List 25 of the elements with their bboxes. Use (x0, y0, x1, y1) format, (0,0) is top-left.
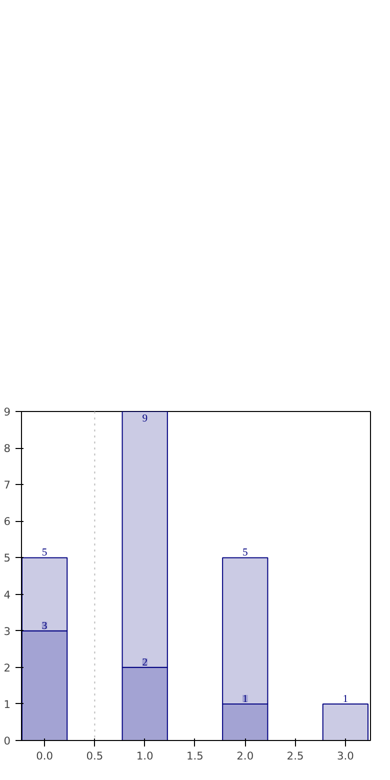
x-tick-label: 1.0 (136, 750, 154, 762)
y-tick-label: 6 (4, 515, 11, 528)
bar (322, 703, 368, 740)
data-label: 1 (242, 694, 248, 705)
y-tick-label: 3 (4, 624, 10, 638)
x-tick-label: 1.5 (186, 750, 204, 762)
y-tick-label: 1 (4, 698, 10, 711)
x-tick-label: 0.5 (86, 750, 104, 762)
total-label: 1 (342, 694, 348, 705)
y-tick-label: 7 (4, 478, 10, 492)
x-tick-label: 2.0 (236, 750, 254, 762)
y-tick-label: 2 (4, 661, 10, 674)
x-tick-label: 2.5 (286, 750, 304, 762)
data-label: 2 (142, 657, 148, 668)
y-tick-label: 5 (4, 552, 10, 565)
total-label: 9 (142, 414, 148, 424)
y-tick-label: 4 (4, 588, 11, 602)
total-label: 5 (242, 548, 248, 559)
total-label: 5 (42, 548, 48, 559)
x-tick-label: 0.0 (36, 750, 54, 762)
y-tick-label: 0 (4, 734, 11, 748)
y-tick-label: 9 (4, 406, 11, 418)
y-tick-label: 8 (4, 442, 11, 456)
x-tick-label: 3.0 (336, 750, 354, 762)
data-label: 3 (42, 620, 48, 632)
